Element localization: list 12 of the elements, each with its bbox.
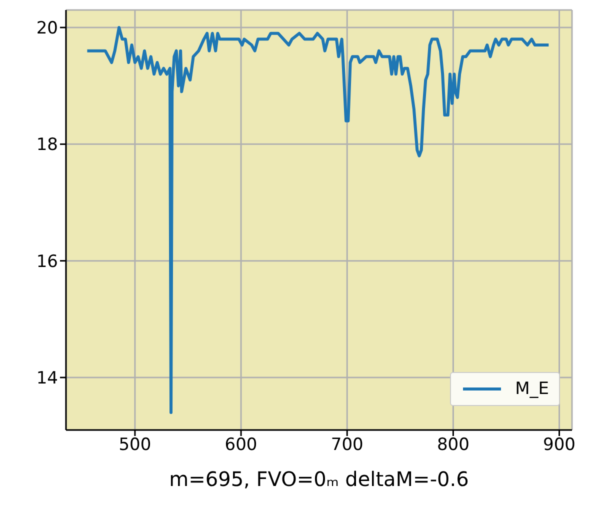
x-axis-title: m=695, FVO=0ₘ deltaM=-0.6 [169, 467, 469, 491]
x-tick-label: 800 [436, 435, 470, 456]
x-tick-label: 700 [330, 435, 364, 456]
line-series [86, 26, 550, 414]
y-tick-label: 18 [36, 135, 58, 156]
y-tick-label: 14 [36, 368, 58, 389]
x-tick-label: 600 [224, 435, 258, 456]
y-tick-label: 16 [36, 252, 58, 272]
x-tick-label: 500 [118, 435, 152, 456]
x-tick-label: 900 [543, 435, 576, 456]
legend-label: M_E [515, 379, 549, 399]
y-tick-label: 20 [36, 18, 58, 39]
